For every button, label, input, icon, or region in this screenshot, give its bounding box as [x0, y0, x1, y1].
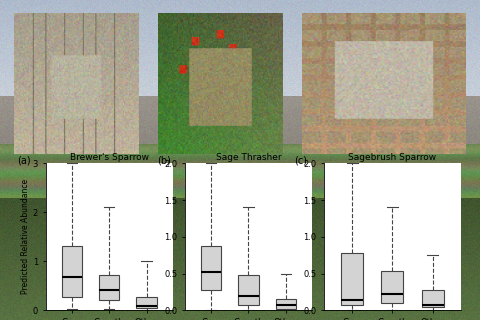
Text: (b): (b) — [157, 156, 171, 166]
Text: (c): (c) — [294, 156, 307, 166]
PathPatch shape — [136, 297, 157, 308]
Y-axis label: Predicted Relative Abundance: Predicted Relative Abundance — [21, 179, 30, 294]
Title: Brewer's Sparrow: Brewer's Sparrow — [70, 153, 149, 163]
PathPatch shape — [341, 253, 363, 305]
Text: (a): (a) — [18, 156, 31, 166]
PathPatch shape — [238, 275, 259, 305]
Title: Sagebrush Sparrow: Sagebrush Sparrow — [348, 153, 436, 163]
PathPatch shape — [201, 246, 221, 290]
Title: Sage Thrasher: Sage Thrasher — [216, 153, 281, 163]
PathPatch shape — [276, 300, 296, 309]
PathPatch shape — [381, 271, 404, 303]
PathPatch shape — [61, 246, 82, 297]
PathPatch shape — [421, 290, 444, 308]
PathPatch shape — [99, 275, 120, 300]
